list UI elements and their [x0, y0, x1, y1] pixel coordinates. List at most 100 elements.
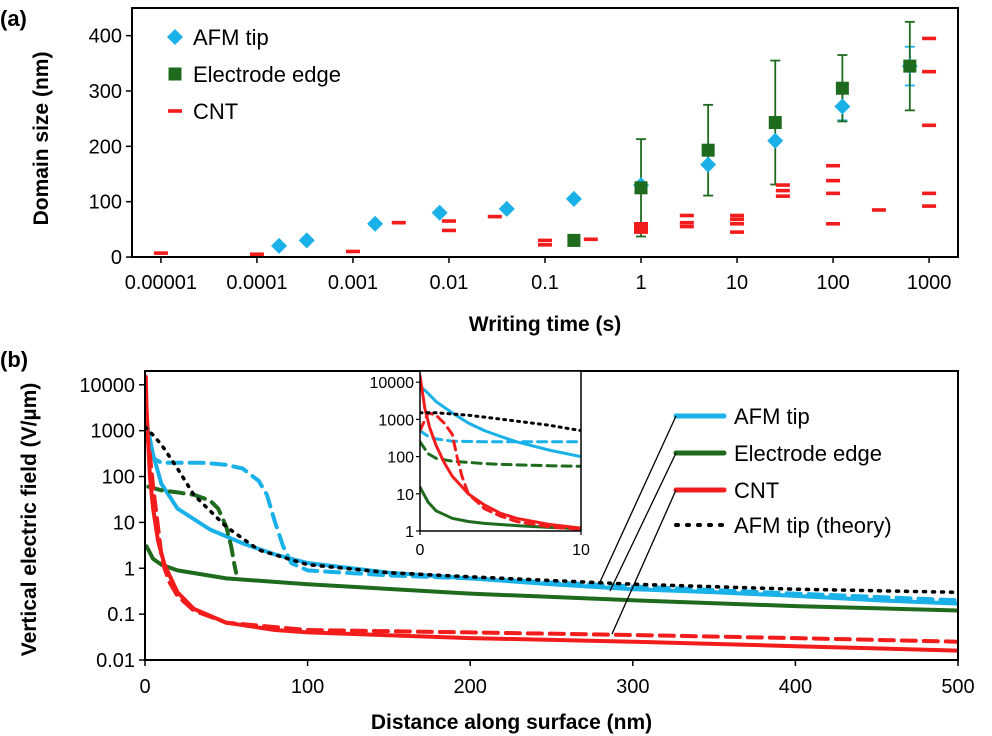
x-tick-label-b: 300 — [616, 676, 649, 698]
cnt-point — [922, 69, 937, 74]
inset-line-cntsolid — [420, 374, 581, 530]
x-tick-label-b: 200 — [454, 676, 487, 698]
series-group-b — [145, 374, 958, 653]
afm-tip-point — [431, 204, 448, 221]
x-axis-label-b: Distance along surface (nm) — [371, 711, 652, 734]
legend-label-a: CNT — [193, 99, 238, 124]
cnt-point — [538, 238, 552, 243]
y-tick-label-b: 100 — [102, 467, 135, 489]
y-tick-label-b: 0.1 — [107, 604, 135, 626]
cnt-point — [634, 224, 649, 229]
inset-line-afm-tipdashed — [420, 429, 581, 444]
x-tick-label-a: 1 — [635, 272, 646, 294]
panel-label-a: (a) — [0, 6, 27, 31]
cnt-point — [922, 36, 937, 41]
cnt-point — [730, 230, 745, 234]
legend-leader-line — [609, 452, 677, 592]
cnt-point — [487, 214, 502, 219]
electrode-edge-point — [634, 181, 648, 195]
legend-label-a: AFM tip — [193, 25, 269, 50]
y-axis-label-b: Vertical electric field (V/µm) — [18, 383, 41, 657]
electrode-edge-point — [768, 116, 782, 130]
y-tick-label-b: 0.01 — [96, 650, 135, 672]
cnt-point — [826, 178, 841, 183]
x-tick-label-b: 0 — [139, 676, 150, 698]
cnt-point — [775, 194, 790, 198]
cnt-point — [441, 219, 456, 223]
electrode-edge-point — [835, 81, 849, 95]
afm-tip-point — [767, 132, 784, 149]
inset-y-tick-label: 10 — [396, 487, 414, 504]
inset-line-afm-tip-theory-dotted — [420, 411, 581, 433]
electrode-edge-point — [701, 143, 715, 157]
cnt-point — [922, 204, 937, 208]
cnt-point — [730, 213, 745, 218]
cnt-point — [775, 188, 790, 193]
inset-line-electrode-edgesolid — [420, 485, 581, 531]
cnt-point — [922, 191, 937, 196]
cnt-point — [634, 230, 649, 234]
cnt-point — [679, 224, 694, 229]
cnt-point — [679, 213, 694, 218]
cnt-point — [922, 123, 937, 128]
cnt-point — [826, 163, 841, 168]
y-tick-label-a: 200 — [89, 136, 122, 158]
afm-tip-point — [700, 156, 717, 173]
cnt-point — [826, 222, 841, 226]
cnt-point — [391, 220, 406, 225]
series-line-afm-tip-theory-dotted — [145, 425, 958, 595]
legend-label-b: AFM tip (theory) — [734, 513, 892, 538]
y-tick-label-b: 10 — [113, 512, 135, 534]
y-tick-label-a: 300 — [89, 81, 122, 103]
cnt-point — [538, 243, 552, 247]
y-tick-label-b: 10000 — [79, 375, 135, 397]
panel-label-b: (b) — [0, 347, 28, 372]
cnt-point — [634, 227, 649, 232]
legend-label-b: Electrode edge — [734, 441, 882, 466]
electrode-edge-point — [567, 233, 581, 247]
legend-label-a: Electrode edge — [193, 62, 341, 87]
cnt-point — [826, 191, 841, 196]
afm-tip-point — [271, 237, 288, 254]
afm-tip-point — [498, 200, 515, 217]
y-tick-label-b: 1000 — [91, 421, 136, 443]
x-axis-label-a: Writing time (s) — [469, 313, 621, 336]
series-line-electrode-edgedashed — [146, 484, 239, 575]
y-tick-label-b: 1 — [124, 558, 135, 580]
inset-line-cntdashed — [420, 411, 581, 531]
afm-tip-point — [367, 215, 384, 232]
legend-marker-a — [167, 29, 183, 45]
afm-tip-point — [565, 190, 582, 207]
inset-y-tick-label: 100 — [387, 450, 414, 467]
x-tick-label-a: 1000 — [907, 272, 952, 294]
x-tick-label-b: 500 — [941, 676, 974, 698]
cnt-point — [730, 217, 745, 222]
x-tick-label-a: 0.0001 — [226, 272, 287, 294]
y-tick-label-a: 100 — [89, 192, 122, 214]
inset-y-tick-label: 10000 — [370, 375, 415, 392]
cnt-point — [583, 237, 598, 242]
x-tick-label-a: 100 — [816, 272, 849, 294]
series-group-inset — [420, 374, 581, 531]
inset-line-electrode-edgedashed — [420, 440, 581, 468]
y-tick-label-a: 400 — [89, 26, 122, 48]
legend-label-b: AFM tip — [734, 404, 810, 429]
x-tick-label-b: 100 — [291, 676, 324, 698]
cnt-point — [153, 251, 168, 255]
cnt-point — [249, 252, 264, 257]
y-tick-label-a: 0 — [111, 247, 122, 269]
legend-marker-a — [168, 109, 182, 113]
cnt-point — [634, 222, 649, 226]
cnt-point — [679, 220, 694, 225]
series-line-cntdashed — [145, 428, 958, 644]
cnt-point — [441, 228, 456, 233]
cnt-point — [871, 208, 886, 212]
legend-marker-a — [168, 67, 182, 81]
x-tick-label-a: 0.001 — [328, 272, 378, 294]
inset-frame — [419, 370, 582, 532]
inset-x-tick-label: 0 — [416, 542, 425, 559]
inset-y-tick-label: 1000 — [378, 412, 414, 429]
legend-label-b: CNT — [734, 478, 779, 503]
legend-leader-line — [599, 415, 677, 583]
